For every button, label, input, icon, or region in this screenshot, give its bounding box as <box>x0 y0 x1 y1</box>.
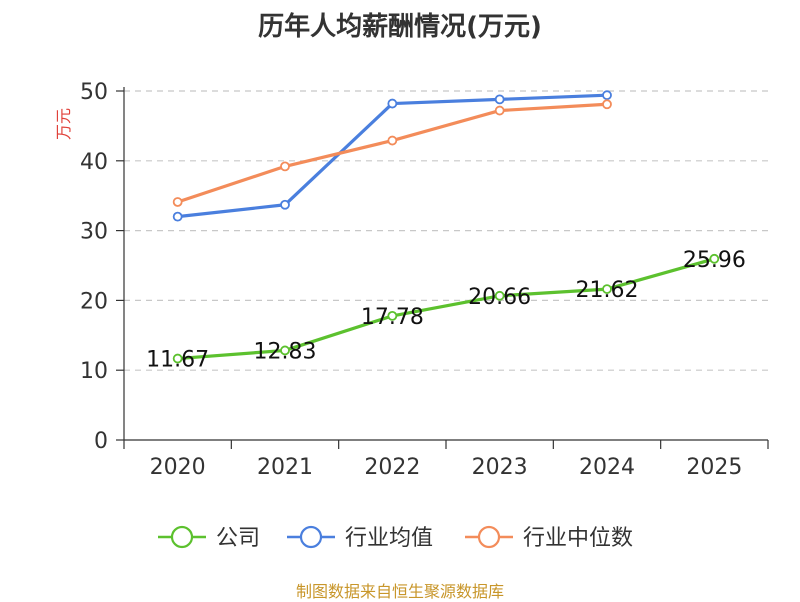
legend-label: 行业中位数 <box>523 526 633 551</box>
data-label: 25.96 <box>683 248 746 273</box>
y-axis-label: 万元 <box>54 108 73 140</box>
legend-swatch-marker <box>170 525 194 549</box>
x-tick-label: 2025 <box>686 455 742 480</box>
data-label: 21.62 <box>576 278 639 303</box>
data-label: 20.66 <box>468 285 531 310</box>
data-point <box>602 99 612 110</box>
data-point <box>387 310 398 321</box>
y-tick-label: 40 <box>80 150 108 175</box>
data-point <box>172 211 183 222</box>
x-tick-label: 2021 <box>257 455 313 480</box>
data-point <box>602 90 612 101</box>
data-point <box>602 284 612 294</box>
y-tick-label: 30 <box>80 220 108 245</box>
chart-title: 历年人均薪酬情况(万元) <box>258 12 542 42</box>
data-point <box>172 353 183 364</box>
series-line-2 <box>177 102 608 204</box>
data-label: 12.83 <box>254 339 317 364</box>
data-point <box>280 161 290 172</box>
legend-label: 行业均值 <box>345 526 433 551</box>
series-line-1 <box>177 93 608 219</box>
y-tick-label: 0 <box>94 429 108 454</box>
data-point <box>172 197 183 207</box>
x-tick-label: 2023 <box>472 455 528 480</box>
x-tick-label: 2024 <box>579 455 635 480</box>
x-tick-label: 2022 <box>364 455 420 480</box>
data-label: 11.67 <box>146 348 209 373</box>
data-point <box>387 98 398 109</box>
legend-swatch-marker <box>299 525 323 549</box>
data-point <box>280 199 290 210</box>
source-note: 制图数据来自恒生聚源数据库 <box>295 582 504 601</box>
y-tick-label: 10 <box>80 359 108 384</box>
legend-swatch-marker <box>477 525 501 549</box>
x-tick-label: 2020 <box>150 455 206 480</box>
legend-label: 公司 <box>216 526 260 551</box>
data-point <box>280 345 290 356</box>
data-point <box>494 94 505 105</box>
data-point <box>494 105 505 116</box>
y-tick-label: 20 <box>80 289 108 314</box>
data-label: 17.78 <box>361 305 424 330</box>
series-line-0 <box>177 257 715 361</box>
y-tick-label: 50 <box>80 80 108 105</box>
data-point <box>709 253 720 264</box>
data-point <box>387 135 398 146</box>
data-point <box>494 290 505 301</box>
